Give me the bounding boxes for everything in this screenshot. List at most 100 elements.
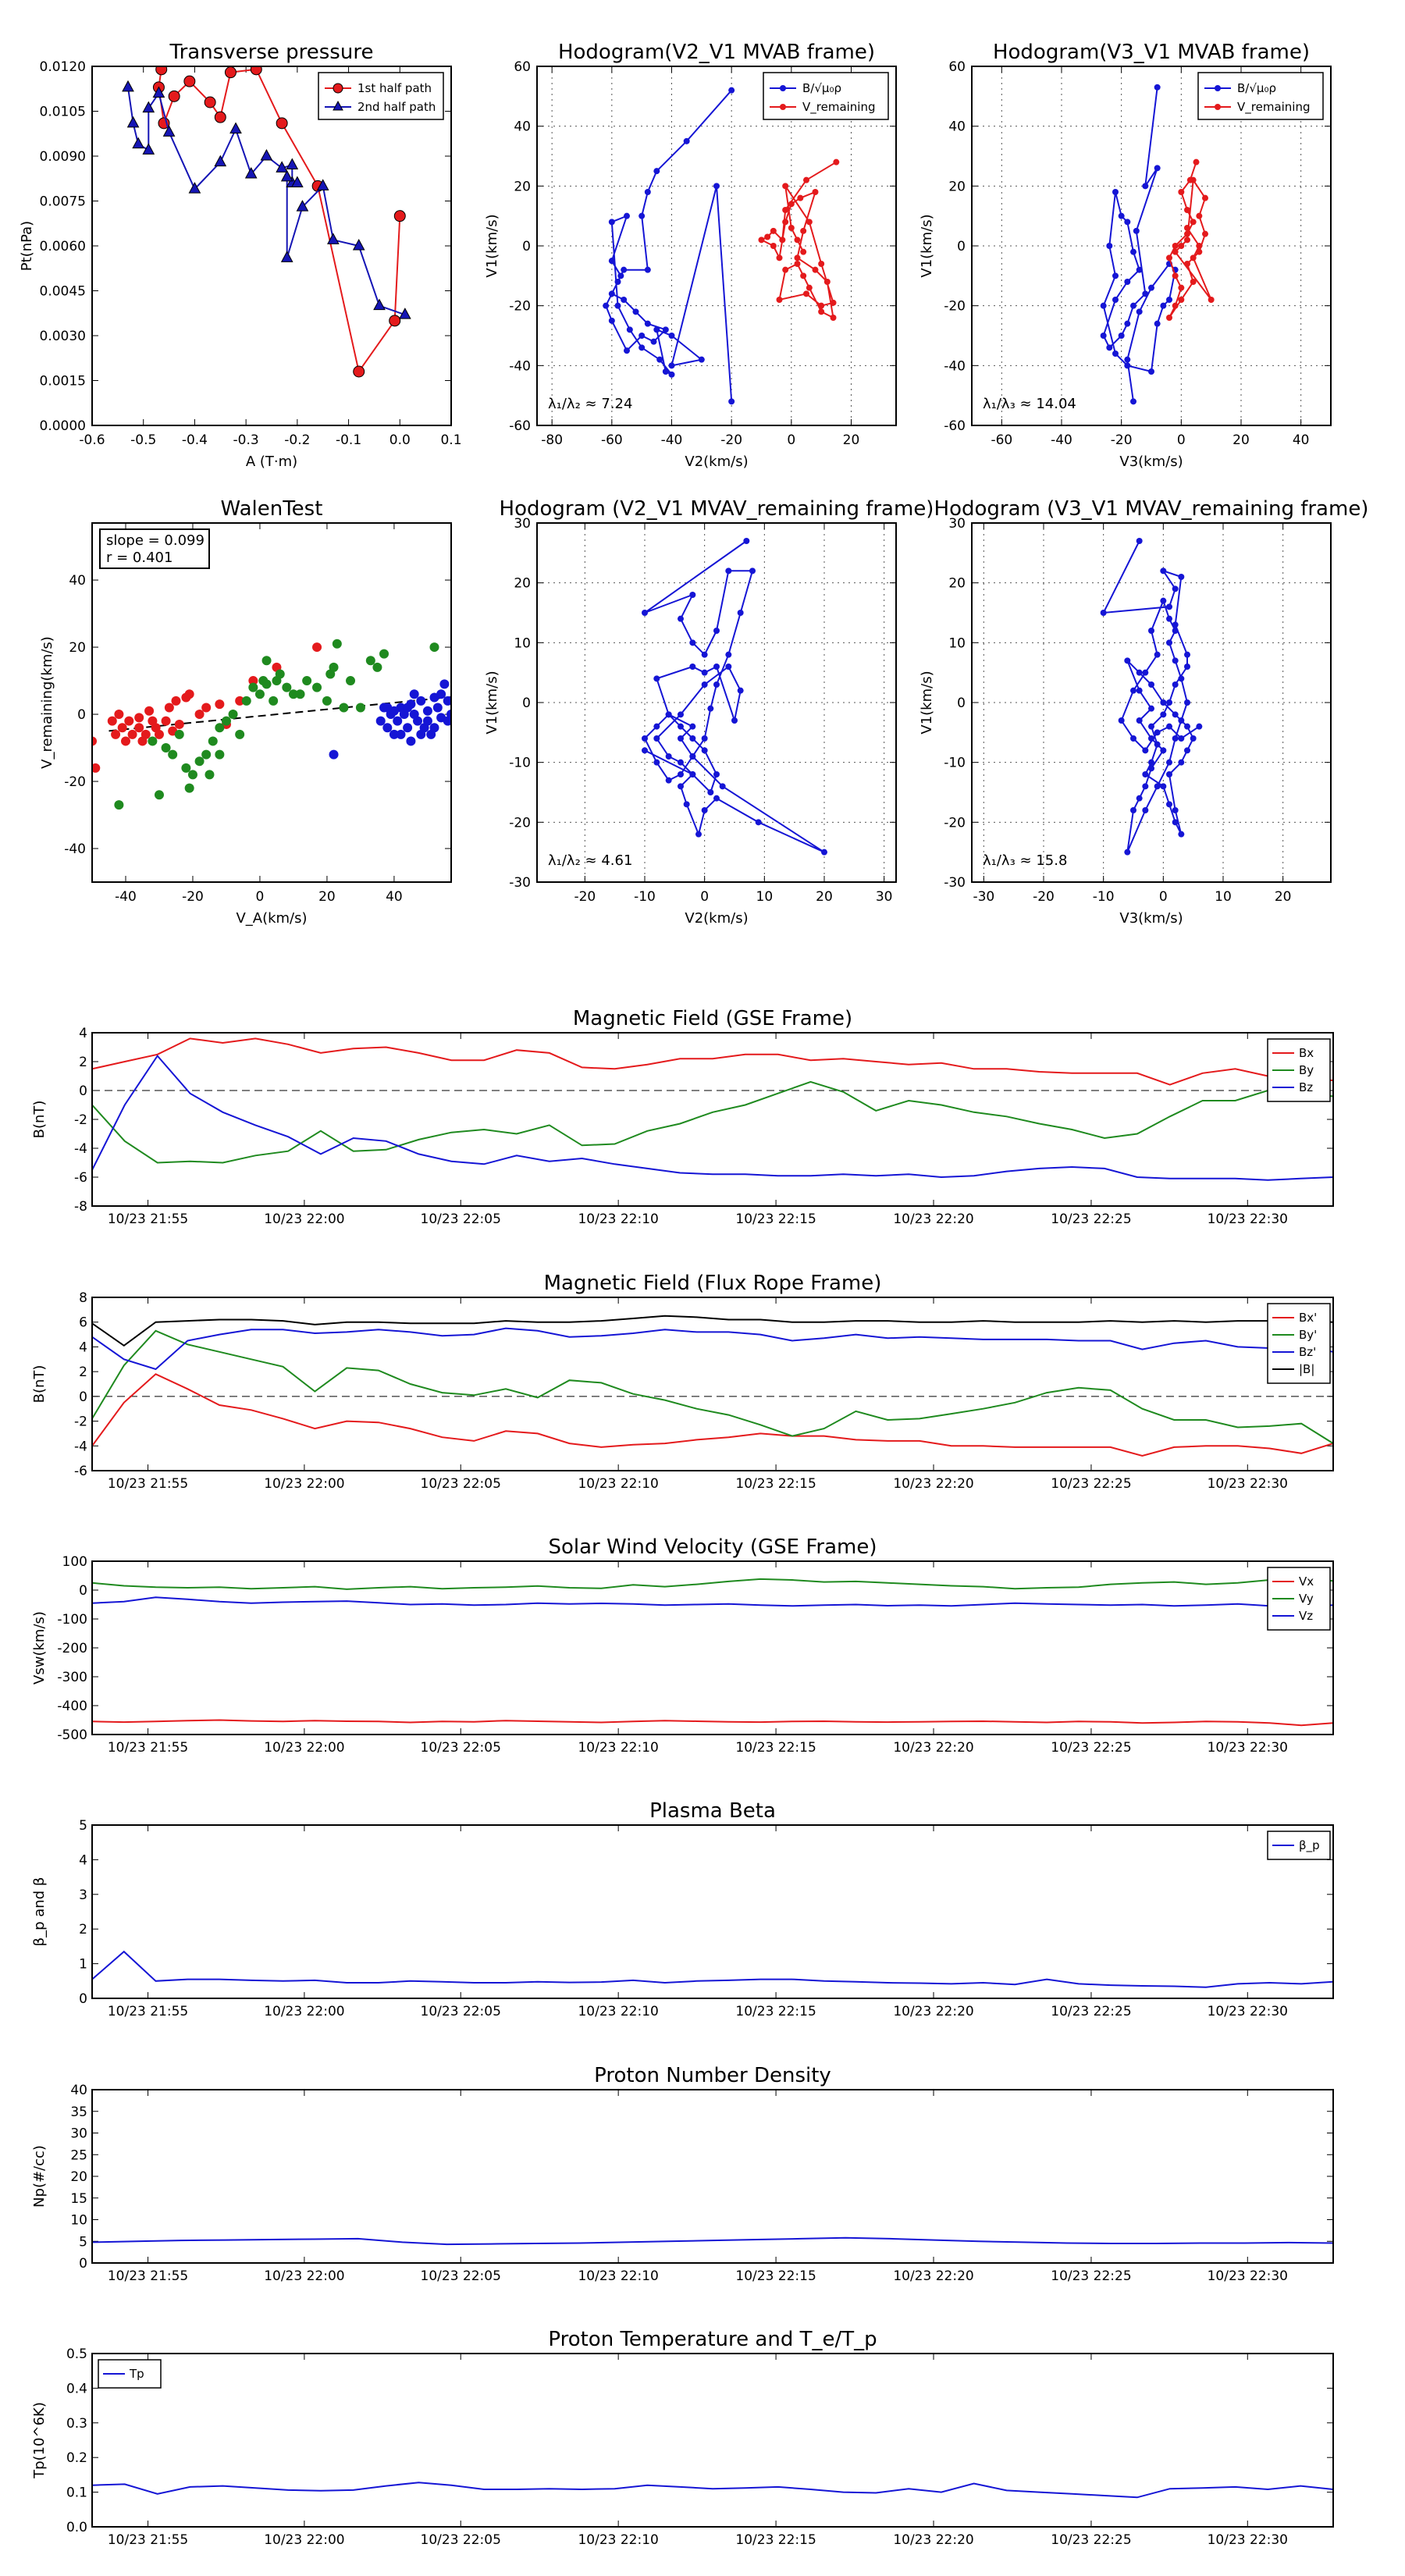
data-point: [689, 735, 696, 742]
data-point: [1166, 723, 1172, 730]
data-point: [1196, 723, 1203, 730]
data-point: [689, 723, 696, 730]
data-point: [269, 696, 279, 706]
panel-title: Transverse pressure: [169, 41, 374, 64]
data-point: [653, 759, 660, 766]
time-tick-label: 10/23 22:25: [1051, 1740, 1131, 1756]
data-point: [1190, 219, 1197, 226]
axes-frame: [971, 66, 1332, 426]
time-tick-label: 10/23 22:15: [735, 1476, 816, 1492]
data-point: [608, 290, 615, 297]
y-tick-label: 0.0045: [40, 284, 86, 300]
plot-area: [1100, 538, 1203, 856]
data-point: [346, 676, 356, 686]
x-tick-label: -20: [1033, 889, 1055, 905]
data-point: [1160, 711, 1167, 718]
time-tick-label: 10/23 22:05: [421, 1212, 501, 1227]
data-point: [621, 266, 628, 273]
data-point: [1142, 771, 1149, 777]
y-axis-label: V1(km/s): [919, 214, 935, 277]
panel-title: Hodogram(V3_V1 MVAB frame): [993, 41, 1310, 64]
y-tick-label: -2: [74, 1414, 87, 1430]
data-point: [644, 266, 651, 273]
y-tick-label: 0.0090: [40, 149, 86, 165]
data-point: [148, 736, 158, 746]
y-tick-label: 60: [514, 59, 531, 75]
data-point: [800, 272, 807, 279]
data-point: [276, 117, 288, 130]
time-tick-label: 10/23 22:15: [735, 2532, 816, 2548]
data-point: [608, 219, 615, 226]
data-point: [1136, 538, 1143, 544]
data-point: [1124, 279, 1131, 285]
data-point: [1166, 315, 1172, 321]
data-point: [329, 662, 339, 672]
x-tick-label: 0: [1177, 432, 1186, 448]
data-point: [1202, 194, 1208, 201]
data-point: [1166, 603, 1172, 610]
y-tick-label: -20: [509, 815, 531, 831]
x-tick-label: -0.5: [130, 432, 156, 448]
time-tick-label: 10/23 22:30: [1208, 2532, 1288, 2548]
axes-frame: [91, 1560, 1334, 1735]
data-point: [1160, 747, 1167, 754]
x-tick-label: 20: [816, 889, 833, 905]
data-point: [776, 297, 783, 303]
data-point: [183, 75, 196, 87]
y-tick-label: -8: [74, 1199, 87, 1215]
y-tick-label: 0: [79, 1083, 87, 1099]
data-point: [443, 696, 451, 706]
data-point: [653, 168, 660, 175]
data-point: [280, 251, 293, 262]
y-tick-label: 0: [957, 696, 966, 711]
y-tick-label: 0.4: [66, 2381, 87, 2396]
data-point: [215, 699, 225, 710]
panel-title: WalenTest: [221, 497, 323, 521]
y-tick-label: -4: [74, 1439, 87, 1454]
data-point: [668, 371, 675, 378]
data-point: [413, 716, 423, 726]
data-point: [194, 756, 205, 767]
data-point: [184, 783, 194, 793]
plot-area: [603, 87, 840, 405]
x-tick-label: -20: [1111, 432, 1133, 448]
time-tick-label: 10/23 22:10: [578, 1476, 658, 1492]
data-point: [678, 735, 684, 742]
data-point: [644, 320, 651, 327]
data-point: [653, 723, 660, 730]
y-tick-label: 5: [79, 2234, 87, 2250]
data-point: [250, 66, 262, 76]
legend-marker: [1215, 104, 1221, 110]
data-point: [608, 258, 615, 265]
data-point: [134, 713, 144, 723]
data-point: [254, 689, 265, 699]
data-point: [1178, 717, 1185, 724]
legend-label: |B|: [1299, 1362, 1314, 1376]
data-point: [621, 297, 628, 303]
data-point: [1100, 302, 1107, 309]
time-tick-label: 10/23 22:30: [1208, 1212, 1288, 1227]
ratio-annotation: λ₁/λ₃ ≈ 15.8: [983, 852, 1067, 869]
solar-wind-velocity-plot: -500 -400 -300 -200 -100 0 100 10/23 21:55 10/23…: [31, 1535, 1334, 1756]
x-tick-label: 30: [876, 889, 893, 905]
data-point: [1172, 735, 1179, 742]
x-tick-label: -40: [661, 432, 683, 448]
plot-area: [92, 1315, 1333, 1457]
legend-label: 1st half path: [357, 81, 432, 95]
y-tick-label: 0: [522, 696, 531, 711]
data-point: [1184, 664, 1190, 670]
data-point: [678, 771, 684, 777]
x-tick-label: -20: [720, 432, 742, 448]
legend-label: By': [1299, 1328, 1317, 1342]
data-point: [396, 729, 406, 739]
data-point: [224, 66, 237, 79]
proton-number-density-plot: 0 5 10 15 20 25 30 35 40 10/23 21:55 10/23 22:00 10…: [31, 2064, 1334, 2284]
data-point: [1130, 687, 1136, 694]
panel-title: Hodogram (V2_V1 MVAV_remaining frame): [500, 497, 934, 521]
legend-label: Vx: [1299, 1574, 1314, 1589]
y-tick-label: -40: [509, 358, 531, 374]
y-tick-label: 20: [514, 179, 531, 194]
plot-area: [92, 1950, 1333, 1988]
data-point: [624, 212, 630, 219]
